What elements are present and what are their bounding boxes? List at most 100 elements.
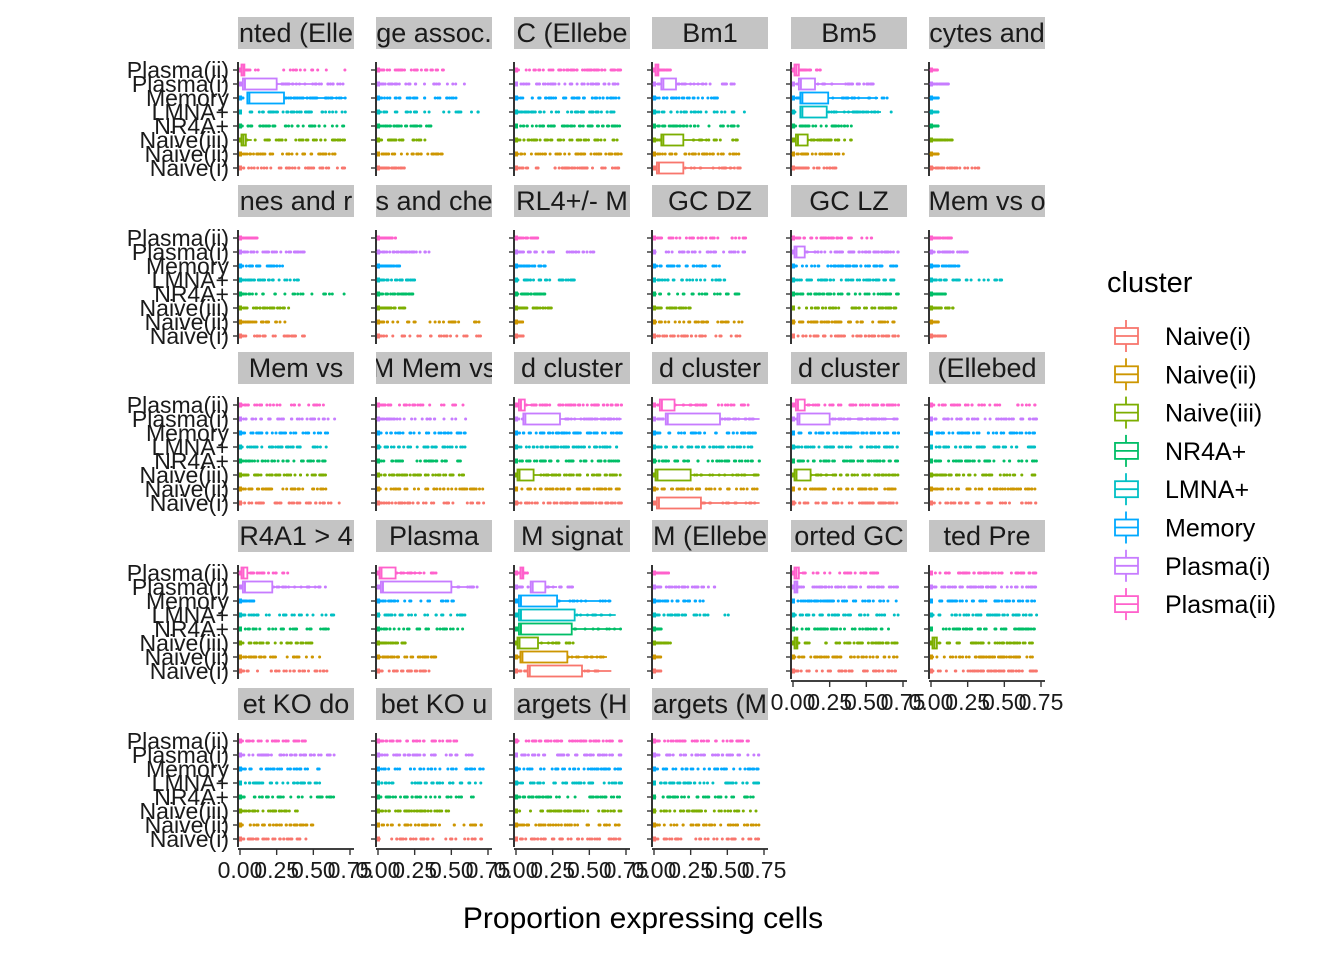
data-point [877, 334, 880, 338]
data-point [477, 320, 481, 324]
data-point [530, 110, 533, 114]
data-point [287, 501, 291, 505]
data-point [381, 292, 385, 296]
data-point [305, 473, 309, 477]
data-point [716, 292, 719, 296]
data-point [248, 152, 252, 156]
data-point [242, 250, 246, 254]
series-points-Naiveiii [929, 137, 954, 143]
data-point [602, 403, 606, 407]
data-point [438, 473, 442, 477]
data-point [397, 82, 401, 86]
series-points-Naiveiii [376, 137, 427, 143]
data-point [682, 124, 686, 128]
data-point [701, 96, 704, 100]
data-point [380, 96, 384, 100]
facet-strip [514, 17, 630, 49]
facet-strip [929, 17, 1045, 49]
data-point-cluster [653, 305, 656, 311]
data-point [601, 431, 604, 435]
data-point [385, 96, 389, 100]
data-point [998, 278, 1002, 282]
data-point [462, 334, 466, 338]
data-point [450, 96, 454, 100]
data-point-cluster [239, 402, 242, 408]
series-points-Plasmai [929, 249, 969, 255]
data-point [704, 110, 708, 114]
data-point [606, 403, 609, 407]
data-point [690, 250, 694, 254]
y-tick-label: Naive(i) [150, 155, 229, 181]
data-point [867, 292, 871, 296]
data-point [856, 334, 860, 338]
series-points-NR4A [376, 458, 462, 464]
facet-strip-title: ge assoc. [376, 18, 492, 48]
data-point [532, 445, 536, 449]
data-point [299, 110, 303, 114]
data-point [430, 68, 434, 72]
data-point [561, 403, 565, 407]
data-point [831, 306, 835, 310]
data-point [568, 138, 572, 142]
data-point [522, 250, 525, 254]
data-point [334, 110, 338, 114]
data-point [389, 292, 393, 296]
data-point [402, 473, 406, 477]
data-point [289, 250, 293, 254]
data-point [241, 264, 245, 268]
data-point [303, 68, 307, 72]
data-point [548, 403, 552, 407]
series-points-Memory [377, 95, 458, 101]
data-point [433, 417, 437, 421]
data-point [424, 501, 428, 505]
data-point [287, 124, 291, 128]
data-point [290, 166, 294, 170]
series-points-NR4A [377, 123, 433, 129]
data-point [675, 110, 679, 114]
data-point-cluster [377, 305, 380, 311]
data-point [272, 264, 276, 268]
data-point [548, 431, 552, 435]
data-point [567, 459, 570, 463]
data-point [425, 487, 429, 491]
data-point [804, 124, 808, 128]
data-point [440, 459, 444, 463]
data-point [718, 138, 722, 142]
data-point-cluster [653, 151, 656, 157]
data-point [556, 152, 560, 156]
data-point [433, 445, 437, 449]
data-point [563, 82, 567, 86]
data-point [392, 417, 395, 421]
data-point [292, 334, 296, 338]
data-point [896, 334, 900, 338]
data-point [271, 334, 275, 338]
data-point [412, 320, 416, 324]
data-point [253, 473, 256, 477]
data-point [394, 501, 398, 505]
data-point [301, 459, 305, 463]
data-point [588, 110, 592, 114]
data-point [889, 264, 892, 268]
data-point-cluster [377, 500, 380, 506]
data-point-cluster [239, 458, 242, 464]
data-point [433, 320, 437, 324]
data-point [872, 334, 876, 338]
data-point [446, 431, 450, 435]
data-point [414, 68, 418, 72]
data-point [537, 264, 541, 268]
data-point [552, 445, 556, 449]
data-point [277, 166, 281, 170]
data-point [408, 250, 412, 254]
data-point-cluster [653, 333, 656, 339]
data-point [254, 292, 258, 296]
series-points-Naiveii [652, 151, 741, 157]
data-point [933, 110, 937, 114]
data-point [693, 124, 696, 128]
data-point [806, 320, 810, 324]
data-point [442, 487, 446, 491]
data-point [259, 473, 263, 477]
data-point [943, 138, 947, 142]
data-point [723, 110, 727, 114]
data-point [458, 487, 462, 491]
series-points-NR4A [239, 291, 346, 297]
